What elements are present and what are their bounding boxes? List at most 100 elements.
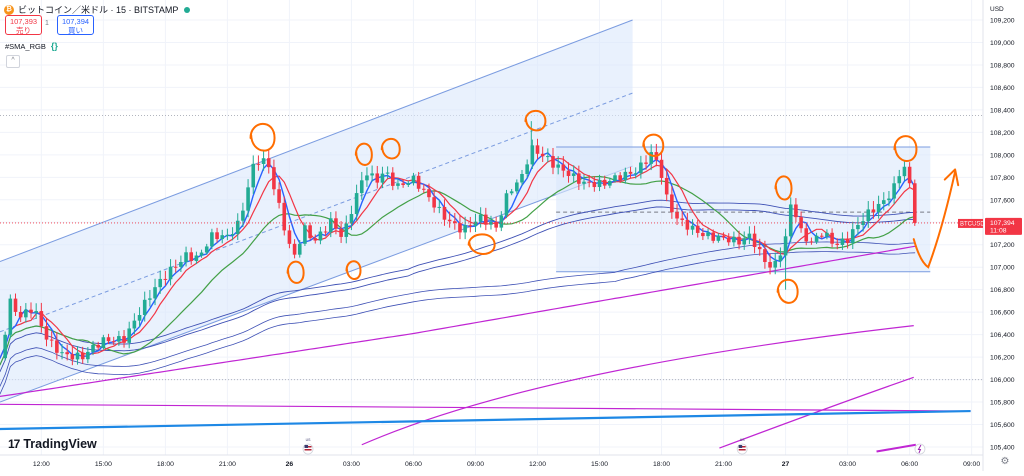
annotation-circle xyxy=(524,109,547,132)
us-flag-label: US xyxy=(740,438,746,442)
candle-up xyxy=(840,238,845,245)
candle-up xyxy=(370,173,374,176)
buy-button[interactable]: 107,394 買い xyxy=(57,15,94,35)
symbol-title[interactable]: ビットコイン／米ドル · 15 · BITSTAMP xyxy=(18,5,179,15)
candle-down xyxy=(266,158,271,168)
candle-up xyxy=(887,198,891,201)
candle-down xyxy=(272,167,276,190)
time-tick-label: 27 xyxy=(782,461,790,468)
candle-up xyxy=(246,187,250,211)
symbol-header[interactable]: ₿ ビットコイン／米ドル · 15 · BITSTAMP xyxy=(4,3,191,16)
candle-down xyxy=(106,337,111,342)
us-flag-stripe xyxy=(304,449,312,451)
currency-label: USD xyxy=(990,6,1004,13)
candle-down xyxy=(695,225,700,233)
candle-down xyxy=(375,173,380,183)
candle-down xyxy=(173,266,178,268)
candle-down xyxy=(189,252,194,261)
rising-channel-lower xyxy=(0,165,633,403)
annotation-circle xyxy=(893,135,918,162)
candle-down xyxy=(535,145,540,154)
time-tick-label: 06:00 xyxy=(901,461,918,468)
candle-down xyxy=(907,166,912,184)
annotation-circle xyxy=(642,133,665,157)
settings-gear-icon[interactable]: ⚙ xyxy=(1000,456,1010,467)
us-flag-label: US xyxy=(306,438,312,442)
candle-down xyxy=(96,344,100,348)
candle-up xyxy=(489,221,493,225)
source-code-icon[interactable]: {} xyxy=(50,41,58,51)
candle-up xyxy=(210,232,214,247)
price-tick-label: 107,800 xyxy=(990,175,1015,182)
candle-up xyxy=(530,145,535,165)
sma-line-magenta-2 xyxy=(361,325,914,446)
candle-down xyxy=(804,228,809,242)
collapse-legend-icon[interactable]: ^ xyxy=(6,55,20,68)
candle-down xyxy=(830,232,834,244)
candle-down xyxy=(484,214,488,225)
candle-down xyxy=(845,238,850,244)
candle-up xyxy=(396,183,400,186)
price-tick-label: 107,000 xyxy=(990,265,1015,272)
candle-up xyxy=(778,255,783,261)
candle-down xyxy=(308,225,312,239)
candle-up xyxy=(623,171,628,181)
candle-down xyxy=(871,209,876,213)
spread-value: 1 xyxy=(45,20,49,27)
candle-up xyxy=(608,180,612,186)
candle-down xyxy=(390,172,395,186)
price-tick-label: 106,200 xyxy=(990,355,1015,362)
last-price-tag xyxy=(985,217,1022,235)
candle-down xyxy=(401,183,405,185)
candle-down xyxy=(551,156,555,168)
candle-up xyxy=(716,235,721,241)
candle-down xyxy=(334,218,338,229)
candle-up xyxy=(148,298,152,300)
candle-up xyxy=(732,236,736,243)
candle-down xyxy=(339,228,343,237)
candle-down xyxy=(835,243,840,245)
candle-up xyxy=(892,183,896,199)
candle-up xyxy=(856,224,860,230)
candle-up xyxy=(861,221,865,225)
tradingview-logo: 17 TradingView xyxy=(8,437,97,451)
candle-down xyxy=(80,352,85,360)
candle-down xyxy=(726,237,731,243)
candle-down xyxy=(721,235,726,238)
candle-down xyxy=(819,235,824,237)
market-open-icon xyxy=(184,6,191,13)
candle-up xyxy=(866,209,871,222)
candle-up xyxy=(344,223,349,237)
candle-down xyxy=(122,336,126,343)
indicator-legend[interactable]: #SMA_RGB {} xyxy=(5,41,58,51)
sma-line-magenta-4 xyxy=(876,443,916,453)
candle-up xyxy=(235,220,240,235)
candle-up xyxy=(91,344,95,352)
candle-down xyxy=(292,243,297,255)
last-price-label: 107,394 xyxy=(990,220,1015,227)
sma-line-blue-fast xyxy=(0,152,916,359)
candle-down xyxy=(277,189,281,203)
candle-up xyxy=(788,204,793,237)
candle-up xyxy=(354,193,359,215)
candle-up xyxy=(261,158,266,164)
candle-down xyxy=(757,246,762,250)
candle-up xyxy=(597,179,602,188)
candle-up xyxy=(633,173,638,175)
annotation-circle xyxy=(774,175,793,201)
candle-down xyxy=(768,262,772,268)
sma-line-blue-long xyxy=(0,409,971,431)
indicator-name[interactable]: #SMA_RGB xyxy=(5,41,46,51)
candle-up xyxy=(525,164,529,174)
candle-up xyxy=(773,260,778,268)
sell-button[interactable]: 107,393 売り xyxy=(5,15,42,35)
candle-down xyxy=(416,175,421,189)
price-tick-label: 108,600 xyxy=(990,85,1015,92)
buy-price: 107,394 xyxy=(61,17,90,26)
candle-up xyxy=(380,173,385,183)
candle-down xyxy=(664,177,669,195)
annotation-circle xyxy=(345,260,362,280)
candle-up xyxy=(328,218,333,233)
